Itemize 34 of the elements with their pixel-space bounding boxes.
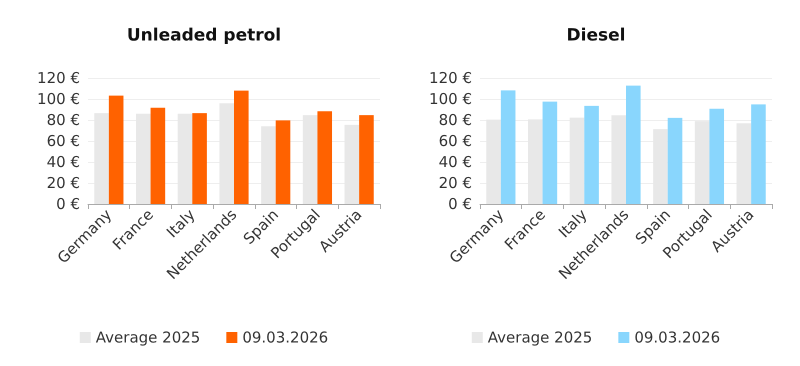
y-tick-label: 80 € — [438, 111, 472, 129]
bar — [150, 108, 166, 204]
bar — [108, 96, 124, 204]
bar — [584, 106, 599, 204]
y-tick-label: 120 € — [37, 69, 80, 87]
legend-label: Average 2025 — [96, 328, 200, 346]
chart-title: Unleaded petrol — [126, 26, 282, 46]
bar — [626, 86, 641, 204]
bar — [500, 90, 516, 204]
chart-title: Diesel — [566, 26, 626, 46]
legend-label: 09.03.2026 — [242, 328, 328, 346]
y-tick-label: 60 € — [46, 132, 80, 150]
bar — [234, 90, 249, 204]
bar — [192, 113, 207, 204]
y-tick-label: 80 € — [46, 111, 80, 129]
y-tick-label: 20 € — [438, 174, 472, 192]
y-tick-label: 60 € — [438, 132, 472, 150]
bar — [276, 120, 290, 204]
bar — [317, 111, 332, 204]
bar — [359, 115, 374, 204]
y-tick-label: 120 € — [429, 69, 472, 87]
legend-label: 09.03.2026 — [634, 328, 720, 346]
y-tick-label: 40 € — [438, 153, 472, 171]
y-tick-label: 40 € — [46, 153, 80, 171]
bar — [668, 118, 682, 204]
bar — [709, 108, 724, 204]
legend-label: Average 2025 — [488, 328, 592, 346]
bar — [542, 102, 558, 204]
bar — [751, 104, 766, 204]
y-tick-label: 100 € — [37, 90, 80, 108]
y-tick-label: 100 € — [429, 90, 472, 108]
y-tick-label: 0 € — [56, 195, 80, 213]
y-tick-label: 0 € — [448, 195, 472, 213]
y-tick-label: 20 € — [46, 174, 80, 192]
